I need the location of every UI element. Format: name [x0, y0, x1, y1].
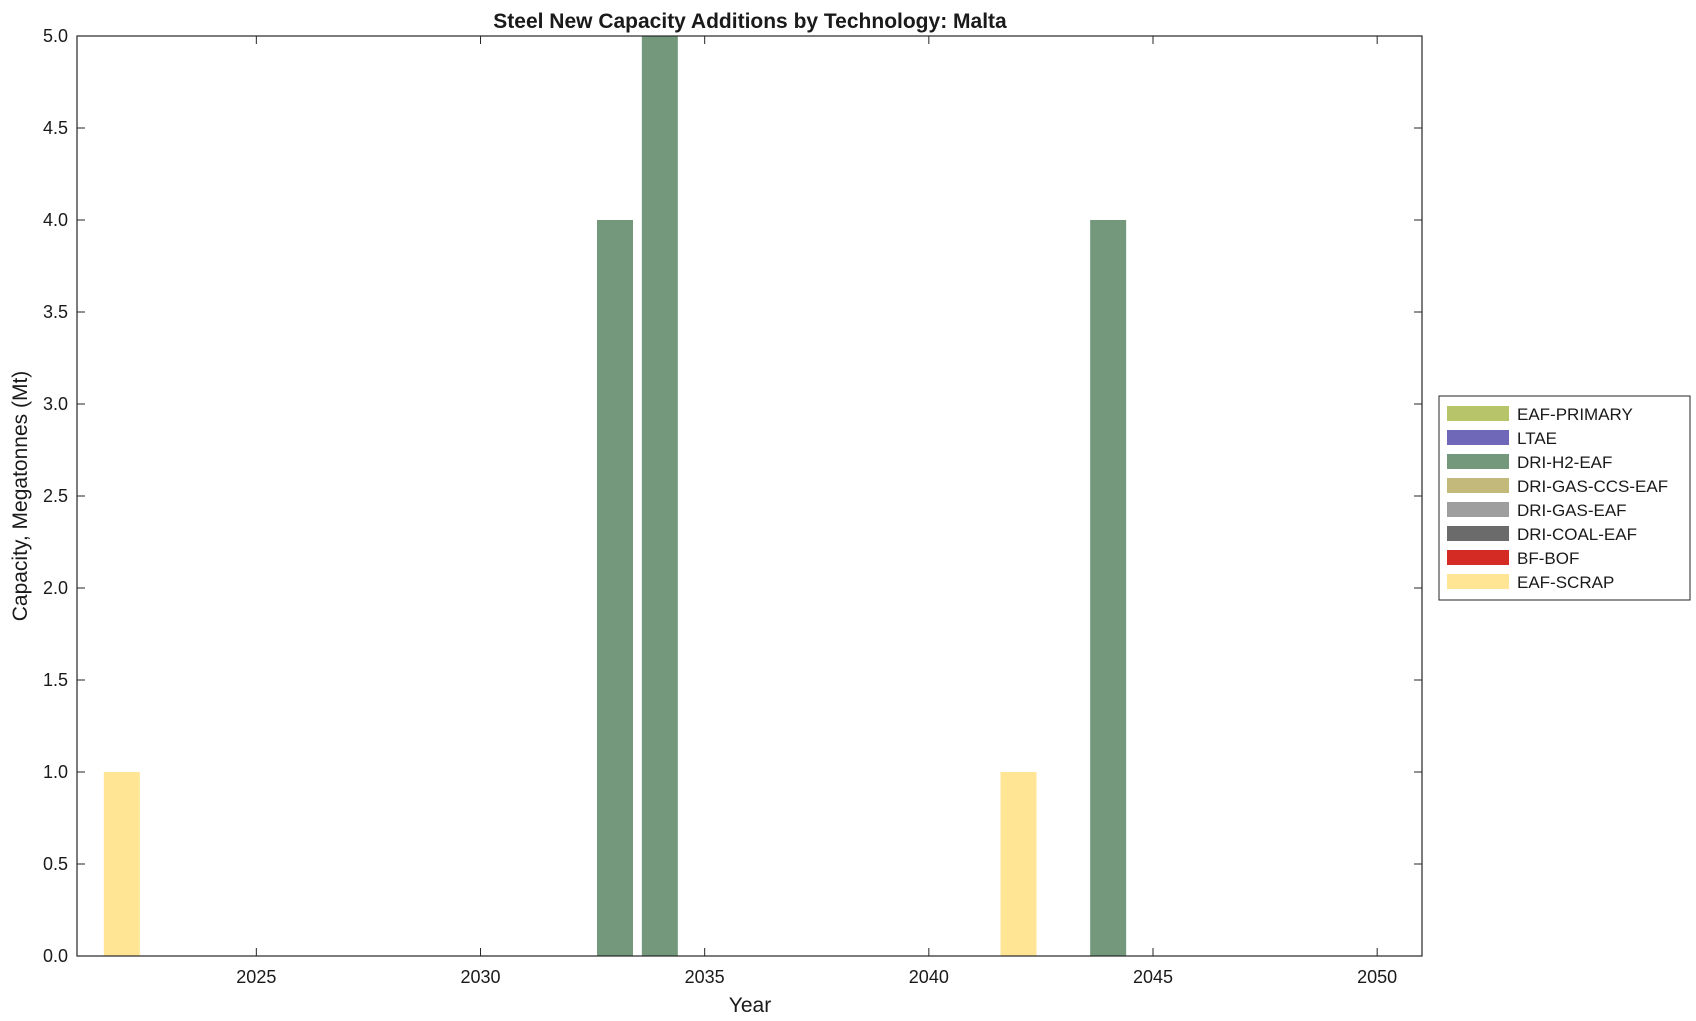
legend-swatch — [1447, 526, 1509, 541]
x-tick-label: 2030 — [460, 967, 500, 987]
bar-eaf-scrap-2042 — [1000, 772, 1037, 956]
bar-dri-h2-eaf-2033 — [597, 220, 633, 956]
legend-label: BF-BOF — [1517, 549, 1579, 568]
legend-label: DRI-COAL-EAF — [1517, 525, 1637, 544]
y-tick-label: 3.0 — [43, 394, 68, 414]
legend-label: DRI-H2-EAF — [1517, 453, 1612, 472]
plot-area-frame — [76, 35, 1423, 957]
x-axis-label: Year — [729, 994, 771, 1017]
x-tick-label: 2040 — [909, 967, 949, 987]
y-tick-label: 5.0 — [43, 26, 68, 46]
legend-label: LTAE — [1517, 429, 1557, 448]
y-tick-label: 4.5 — [43, 118, 68, 138]
legend-label: EAF-SCRAP — [1517, 573, 1614, 592]
y-tick-label: 1.0 — [43, 762, 68, 782]
y-tick-label: 4.0 — [43, 210, 68, 230]
y-axis-label: Capacity, Megatonnes (Mt) — [9, 371, 32, 622]
legend-swatch — [1447, 454, 1509, 469]
x-tick-label: 2050 — [1357, 967, 1397, 987]
y-tick-label: 0.0 — [43, 946, 68, 966]
bar-eaf-scrap-2022 — [103, 772, 140, 956]
bar-dri-h2-eaf-2034 — [641, 36, 678, 956]
legend-swatch — [1447, 550, 1509, 565]
legend-swatch — [1447, 430, 1509, 445]
legend-label: EAF-PRIMARY — [1517, 405, 1633, 424]
x-tick-label: 2025 — [236, 967, 276, 987]
y-tick-label: 2.5 — [43, 486, 68, 506]
legend-label: DRI-GAS-CCS-EAF — [1517, 477, 1668, 496]
y-tick-label: 0.5 — [43, 854, 68, 874]
legend-swatch — [1447, 478, 1509, 493]
ticks-group: 2025 2030 2035 2040 2045 2050 0.0 0.5 1.0 1.5 2.0 2… — [43, 26, 1422, 987]
legend-swatch — [1447, 574, 1509, 589]
legend-swatch — [1447, 406, 1509, 421]
bar-dri-h2-eaf-2044 — [1090, 220, 1127, 956]
x-tick-label: 2045 — [1133, 967, 1173, 987]
y-tick-label: 1.5 — [43, 670, 68, 690]
y-tick-label: 3.5 — [43, 302, 68, 322]
legend-box — [1438, 395, 1691, 601]
legend-swatch — [1447, 502, 1509, 517]
x-tick-label: 2035 — [685, 967, 725, 987]
y-tick-label: 2.0 — [43, 578, 68, 598]
legend-label: DRI-GAS-EAF — [1517, 501, 1627, 520]
legend: EAF-PRIMARY LTAE DRI-H2-EAF DRI-GAS-CCS-EAF… — [1438, 395, 1691, 601]
chart-title: Steel New Capacity Additions by Technolo… — [493, 10, 1007, 33]
bars-group — [103, 36, 1127, 956]
